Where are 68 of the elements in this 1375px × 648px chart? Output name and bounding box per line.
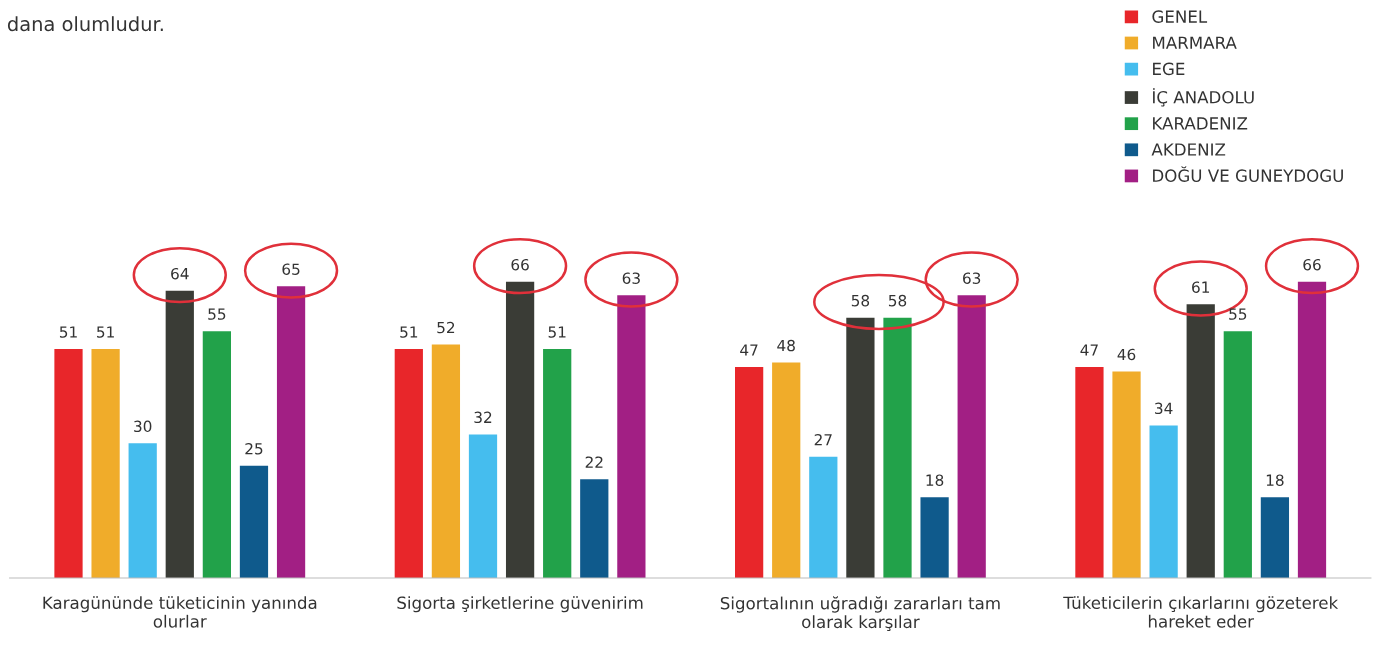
bar <box>957 295 986 579</box>
bar <box>846 317 875 579</box>
data-label: 58 <box>888 294 907 307</box>
bar <box>276 286 306 579</box>
data-label: 18 <box>1266 474 1284 486</box>
data-label: 51 <box>400 326 418 338</box>
bar <box>772 362 801 579</box>
bar <box>1186 304 1215 579</box>
legend-label: AKDENIZ <box>1151 143 1226 156</box>
legend-label: DOĞU VE GUNEYDOGU <box>1153 166 1343 182</box>
bar <box>809 456 838 579</box>
bar <box>468 434 498 579</box>
bar <box>883 317 912 579</box>
data-label: 61 <box>1192 281 1210 293</box>
data-label: 66 <box>511 258 529 271</box>
legend-label: MARMARA <box>1153 36 1237 49</box>
x-tick-label: Karagününde tüketicinin yanında olurlar <box>43 596 317 628</box>
bar <box>202 331 231 579</box>
legend-label: KARADENIZ <box>1153 117 1248 130</box>
data-label: 34 <box>1155 402 1173 415</box>
bar <box>543 349 572 579</box>
x-tick-label: Sigorta şirketlerine güvenirim <box>397 596 643 613</box>
bar <box>394 349 423 579</box>
legend-label: GENEL <box>1152 10 1208 23</box>
bar <box>54 349 83 579</box>
data-label: 47 <box>1080 344 1098 356</box>
data-label: 47 <box>740 344 758 356</box>
bar <box>239 465 269 579</box>
data-label: 51 <box>548 326 566 338</box>
bar <box>1223 331 1252 579</box>
text: dana olumludur. <box>7 16 163 32</box>
data-label: 51 <box>59 326 77 338</box>
legend-label: İÇ ANADOLU <box>1153 88 1254 107</box>
data-label: 30 <box>134 420 152 433</box>
bar <box>431 344 461 579</box>
data-label: 66 <box>1303 258 1321 271</box>
data-label: 63 <box>963 272 981 284</box>
data-label: 52 <box>437 321 455 334</box>
bar <box>165 290 194 579</box>
bar <box>505 281 535 579</box>
data-label: 63 <box>622 272 640 284</box>
bar <box>735 367 764 579</box>
data-label: 55 <box>208 308 226 320</box>
bar <box>1260 497 1290 579</box>
legend-label: EGE <box>1153 62 1185 76</box>
bar <box>128 443 157 579</box>
bar <box>617 295 646 579</box>
x-tick-label: Tüketicilerin çıkarlarını gözeterek hareket eder <box>1063 596 1339 628</box>
bar <box>1149 425 1178 579</box>
bar <box>920 497 949 579</box>
bar <box>91 349 120 579</box>
data-label: 51 <box>97 326 114 338</box>
x-tick-label: Sigortalının uğradığı zararları tam olarak karşılar <box>720 596 1000 632</box>
data-label: 18 <box>926 474 944 486</box>
bar <box>1075 367 1104 579</box>
data-label: 46 <box>1117 348 1136 361</box>
data-label: 22 <box>585 456 603 468</box>
data-label: 64 <box>171 267 189 280</box>
data-label: 55 <box>1229 308 1247 320</box>
bar <box>1112 371 1141 579</box>
data-label: 25 <box>245 442 263 455</box>
data-label: 65 <box>282 263 300 275</box>
bar <box>1297 281 1327 579</box>
data-label: 32 <box>474 411 492 424</box>
data-label: 48 <box>777 339 795 352</box>
bar <box>580 479 609 579</box>
data-label: 27 <box>814 433 832 446</box>
data-label: 58 <box>851 294 870 307</box>
